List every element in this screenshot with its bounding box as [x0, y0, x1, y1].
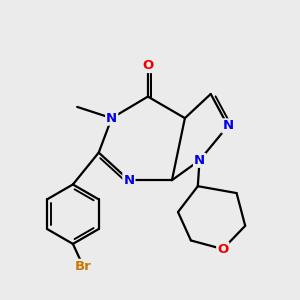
Text: N: N	[123, 174, 134, 187]
Text: O: O	[142, 59, 154, 72]
Text: N: N	[222, 119, 233, 132]
Text: Br: Br	[75, 260, 92, 273]
Text: O: O	[217, 243, 228, 256]
Text: N: N	[106, 112, 117, 124]
Text: N: N	[194, 154, 205, 167]
